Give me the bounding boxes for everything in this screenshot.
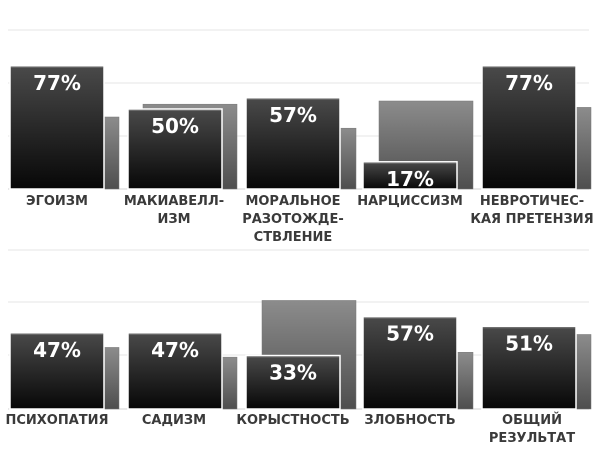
- data-label: 17%: [386, 167, 434, 191]
- category-label: КАЯ ПРЕТЕНЗИЯ: [470, 212, 593, 227]
- category-label: МАКИАВЕЛЛ-: [124, 194, 224, 209]
- data-label: 77%: [505, 71, 553, 95]
- data-label: 50%: [151, 114, 199, 138]
- category-label: САДИЗМ: [142, 413, 206, 428]
- data-label: 51%: [505, 331, 553, 355]
- category-label: ЭГОИЗМ: [26, 194, 88, 209]
- category-label: ОБЩИЙ: [502, 412, 562, 428]
- category-label: НЕВРОТИЧЕС-: [480, 194, 584, 209]
- category-label: РЕЗУЛЬТАТ: [489, 431, 575, 446]
- bar: [245, 354, 341, 410]
- category-label: НАРЦИССИЗМ: [357, 194, 463, 209]
- data-label: 47%: [33, 338, 81, 362]
- data-label: 77%: [33, 71, 81, 95]
- data-label: 57%: [269, 103, 317, 127]
- bar: [362, 315, 458, 410]
- bar: [127, 332, 223, 410]
- data-label: 47%: [151, 338, 199, 362]
- data-label: 57%: [386, 322, 434, 346]
- bar: [127, 108, 223, 190]
- category-label: ИЗМ: [157, 212, 190, 227]
- category-label: РАЗОТОЖДЕ-: [242, 212, 344, 227]
- bar: [245, 97, 341, 190]
- data-label: 33%: [269, 361, 317, 385]
- bar: [481, 65, 577, 190]
- category-label: СТВЛЕНИЕ: [254, 230, 333, 245]
- category-label: ЗЛОБНОСТЬ: [364, 413, 455, 428]
- bar: [362, 161, 458, 190]
- bar: [481, 325, 577, 410]
- category-label: МОРАЛЬНОЕ: [245, 194, 340, 209]
- category-label: КОРЫСТНОСТЬ: [236, 413, 349, 428]
- bar: [9, 65, 105, 190]
- bar: [9, 332, 105, 410]
- category-label: ПСИХОПАТИЯ: [5, 413, 108, 428]
